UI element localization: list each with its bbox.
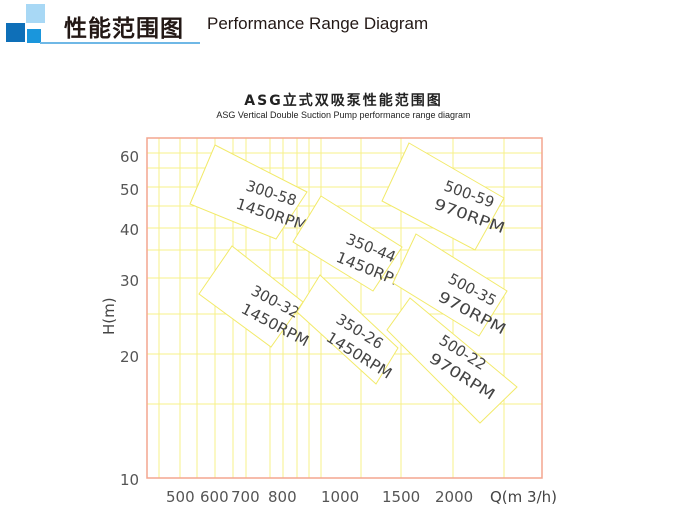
- region-boundary: [189, 144, 308, 240]
- plot-frame: [146, 137, 543, 479]
- y-ticks: 60 50 40 30 20 10: [120, 148, 139, 489]
- header-title-cn: 性能范围图: [64, 16, 184, 42]
- x-tick-1500: 1500: [382, 488, 420, 506]
- y-tick-10: 10: [120, 471, 139, 489]
- x-tick-600: 600: [200, 488, 229, 506]
- y-tick-60: 60: [120, 148, 139, 166]
- header-title-en: Performance Range Diagram: [207, 14, 429, 33]
- x-tick-700: 700: [231, 488, 260, 506]
- x-ticks: 500 600 700 800 1000 1500 2000: [166, 488, 473, 506]
- y-tick-20: 20: [120, 348, 139, 366]
- logo-square-light: [26, 4, 45, 23]
- region-boundary: [296, 274, 399, 385]
- region-boundary: [386, 297, 518, 424]
- chart-title: ASG立式双吸泵性能范围图: [244, 93, 443, 109]
- region-boundary: [292, 195, 403, 292]
- region-boundary: [198, 245, 304, 348]
- x-tick-2000: 2000: [435, 488, 473, 506]
- x-tick-800: 800: [268, 488, 297, 506]
- region-boundary: [381, 142, 505, 251]
- logo-square-dark: [6, 23, 25, 42]
- x-axis-label: Q(m 3/h): [490, 488, 557, 506]
- x-tick-1000: 1000: [321, 488, 359, 506]
- y-tick-40: 40: [120, 221, 139, 239]
- y-axis-label: H(m): [100, 297, 118, 335]
- y-tick-50: 50: [120, 181, 139, 199]
- header-underline: [40, 42, 200, 44]
- logo-square-mid: [27, 29, 41, 43]
- region-boundary: [392, 233, 508, 337]
- y-tick-30: 30: [120, 272, 139, 290]
- x-tick-500: 500: [166, 488, 195, 506]
- chart-subtitle: ASG Vertical Double Suction Pump perform…: [216, 110, 471, 120]
